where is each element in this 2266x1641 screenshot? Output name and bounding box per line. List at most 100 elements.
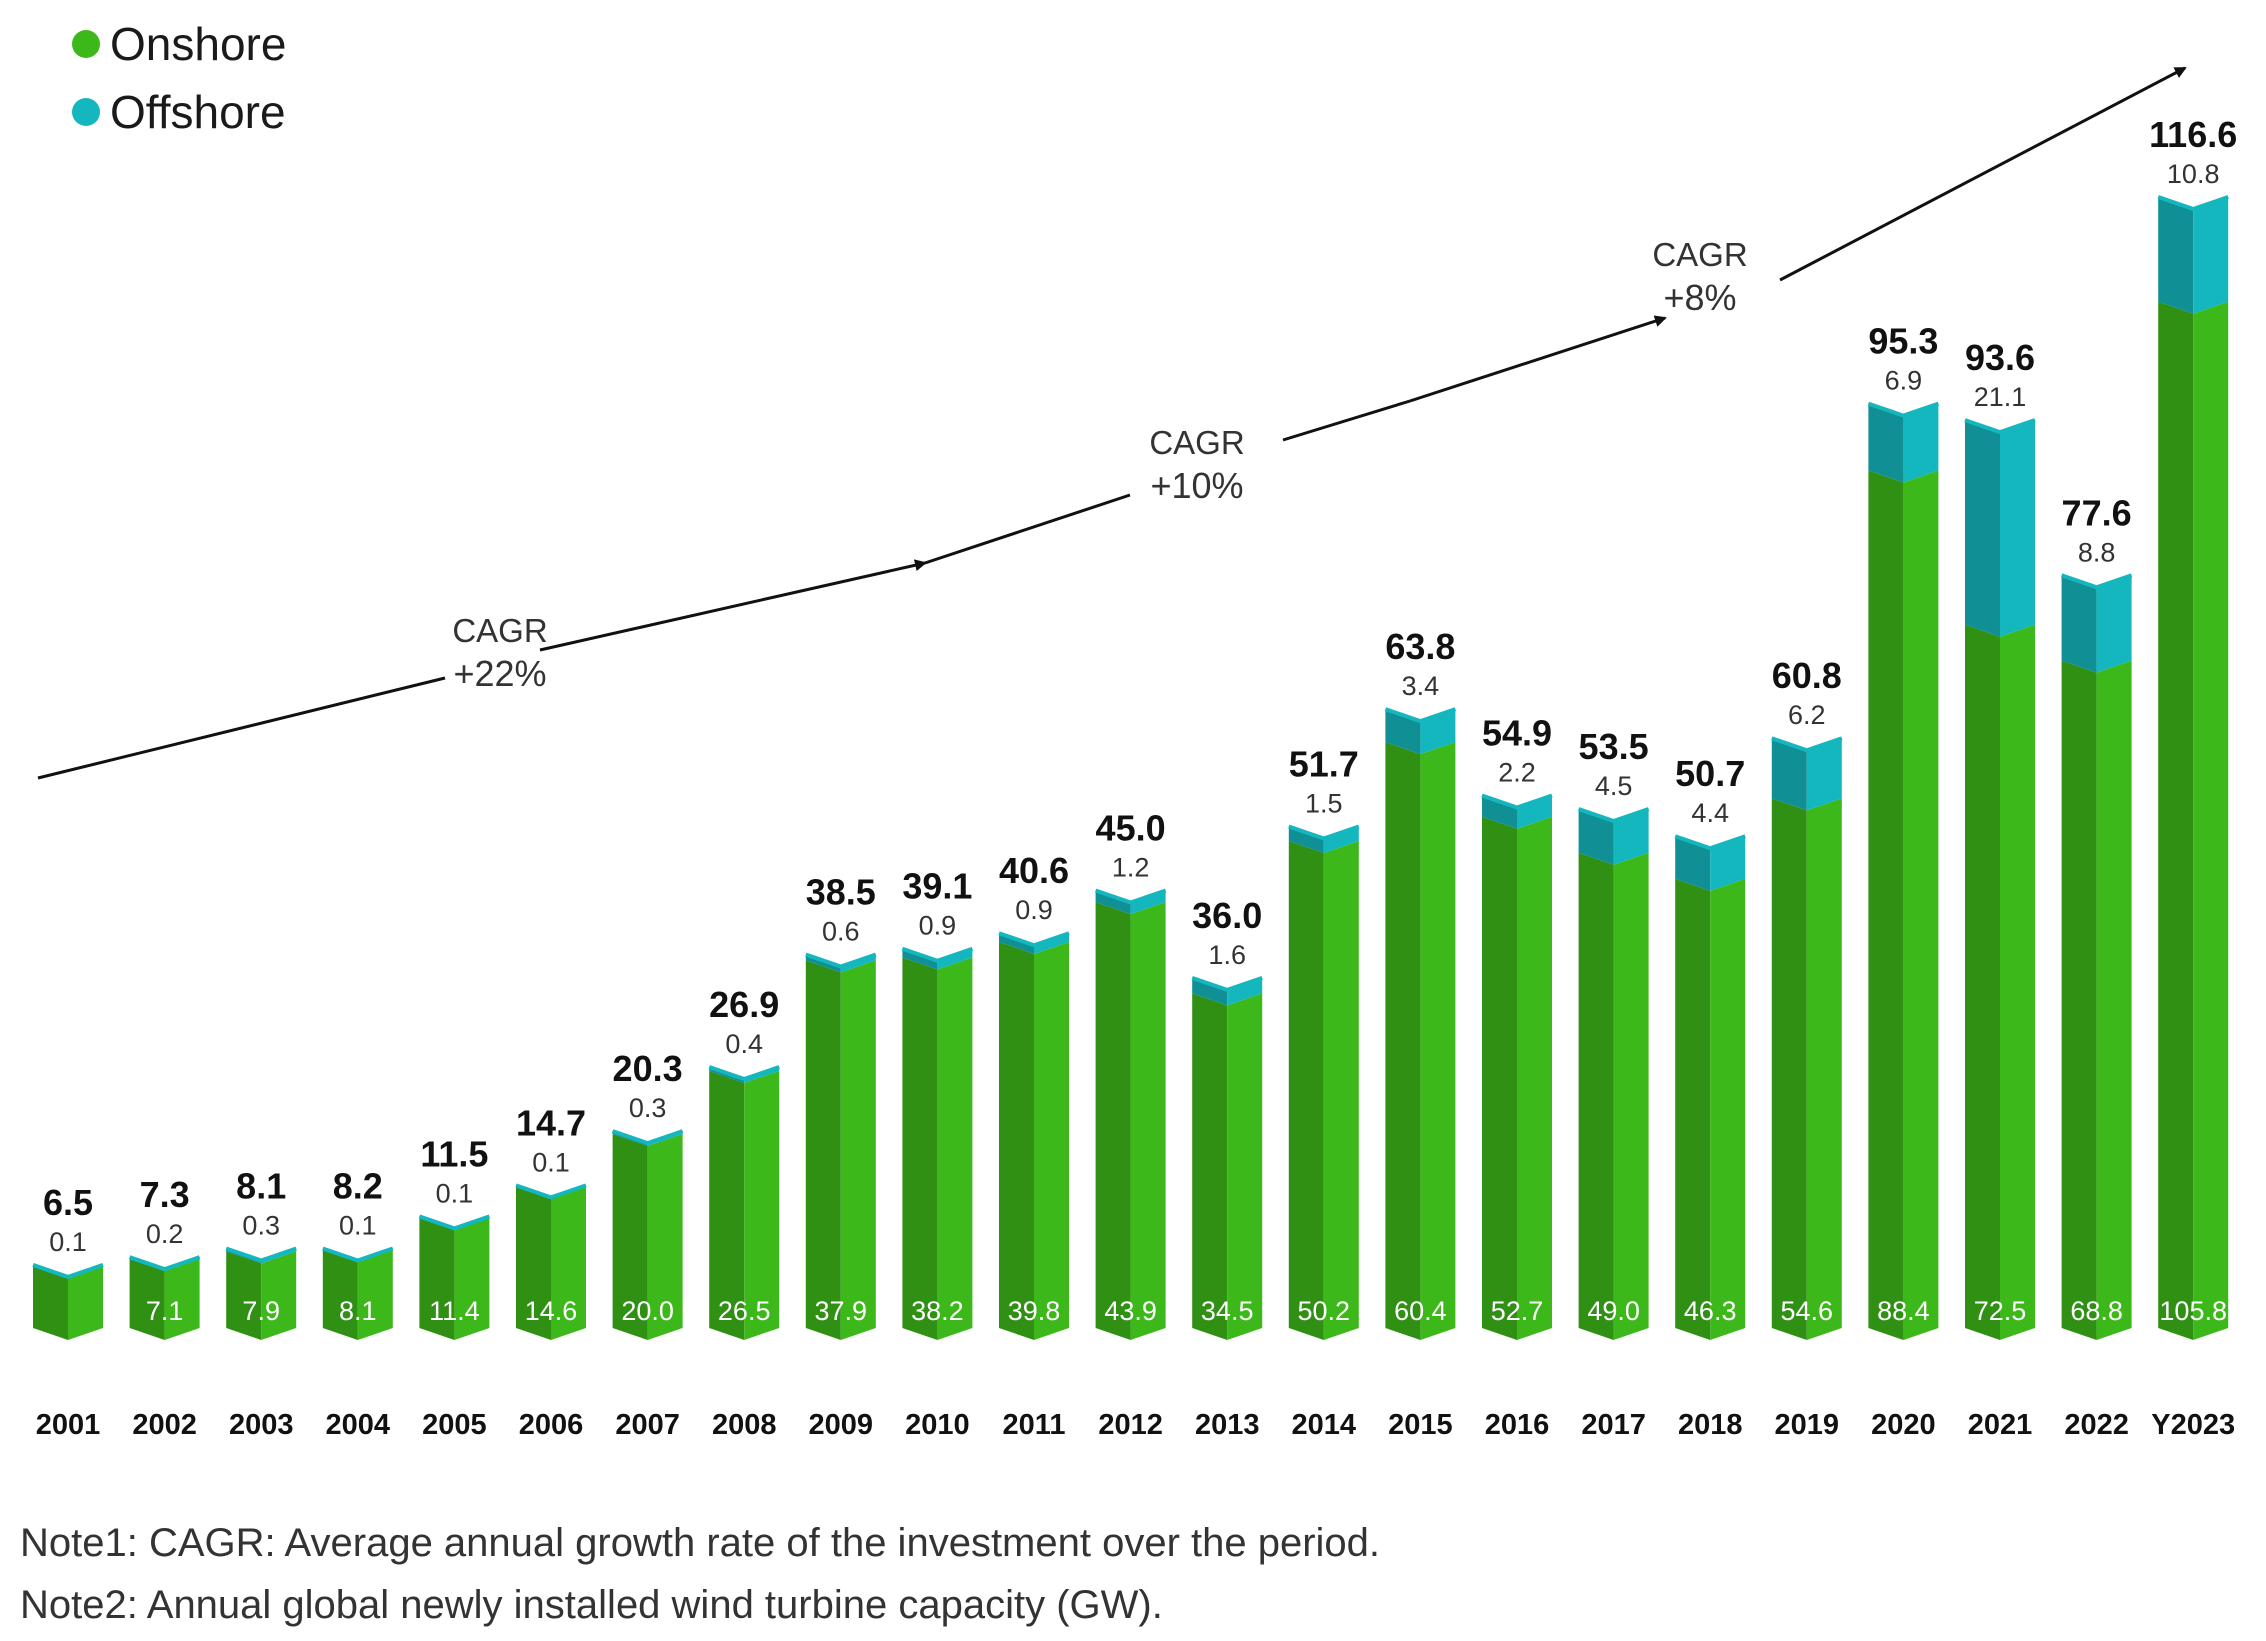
bar-offshore-2021-left-face [1965,420,2000,637]
bar-2010 [901,946,974,1340]
bar-onshore-2017-left-face [1578,852,1614,1340]
offshore-label-2017: 4.5 [1595,771,1633,801]
onshore-label-2006: 14.6 [525,1296,578,1326]
bar-2004 [322,1246,394,1340]
bar-onshore-2001-right-face [68,1265,103,1340]
bar-offshore-2012 [1095,890,1166,915]
bar-2009 [805,952,877,1340]
trend-line-segment-2 [539,559,927,652]
total-label-2007: 20.3 [613,1048,683,1089]
onshore-label-2017: 49.0 [1587,1296,1640,1326]
bar-offshore-2017-left-face [1578,809,1614,865]
bar-cap-2016 [1481,793,1553,810]
bar-onshore-2002 [129,1259,200,1340]
x-tick-label-2005: 2005 [422,1409,487,1441]
onshore-dot-icon [72,30,100,58]
onshore-label-2008: 26.5 [718,1296,771,1326]
offshore-label-2006: 0.1 [532,1147,570,1177]
bar-onshore-2001 [33,1265,103,1340]
bar-offshore-2011-left-face [999,933,1034,954]
x-tick-label-2007: 2007 [615,1409,680,1441]
onshore-label-2018: 46.3 [1684,1296,1737,1326]
bar-cap-Y2023 [2157,195,2229,212]
bar-onshore-2022 [2061,660,2132,1340]
x-tick-label-2001: 2001 [36,1409,101,1441]
x-tick-label-2008: 2008 [712,1409,777,1441]
bar-2016 [1481,793,1553,1340]
bar-offshore-2015 [1385,709,1456,755]
bar-offshore-Y2023 [2158,196,2229,314]
total-label-2005: 11.5 [420,1133,488,1174]
bar-onshore-2009-right-face [840,960,876,1340]
bar-offshore-2013-left-face [1192,977,1228,1006]
offshore-label-Y2023: 10.8 [2167,159,2220,189]
x-tick-label-2013: 2013 [1195,1409,1260,1441]
bar-onshore-2009-left-face [805,960,841,1340]
bar-onshore-2012 [1095,902,1166,1340]
bar-offshore-Y2023-left-face [2158,196,2194,314]
bar-onshore-2005 [419,1217,490,1340]
x-tick-label-2018: 2018 [1678,1409,1743,1441]
bar-onshore-2004-right-face [357,1249,393,1340]
bar-onshore-2013-left-face [1192,993,1228,1340]
bar-2017 [1577,807,1650,1340]
offshore-label-2020: 6.9 [1885,366,1923,396]
x-tick-label-2004: 2004 [326,1409,391,1441]
bar-cap-2015 [1384,707,1457,724]
cagr-value-3: +8% [1663,277,1736,318]
bar-offshore-2020 [1868,403,1939,483]
bar-cap-2018 [1674,834,1746,851]
onshore-label-2009: 37.9 [815,1296,868,1326]
bar-onshore-2016 [1482,816,1552,1340]
onshore-label-2002: 7.1 [146,1296,184,1326]
bar-cap-2009 [805,952,877,969]
bar-cap-2001 [32,1263,104,1280]
bar-offshore-2017-right-face [1613,809,1649,865]
bar-2018 [1674,834,1746,1340]
offshore-label-2007: 0.3 [629,1093,667,1123]
bar-offshore-2011 [999,933,1069,954]
bar-cap-2004 [322,1246,394,1263]
total-label-Y2023: 116.6 [2149,114,2237,155]
bar-onshore-2004 [322,1249,393,1340]
offshore-label-2001: 0.1 [49,1227,87,1257]
bar-onshore-2003-left-face [226,1251,262,1340]
total-label-2006: 14.7 [516,1102,586,1143]
offshore-label-2004: 0.1 [339,1210,377,1240]
onshore-label-2012: 43.9 [1104,1296,1157,1326]
total-label-2021: 93.6 [1965,337,2035,378]
offshore-label-2005: 0.1 [436,1178,474,1208]
offshore-label-2002: 0.2 [146,1219,184,1249]
bar-onshore-2022-left-face [2061,660,2097,1340]
bar-offshore-2010-right-face [937,948,973,970]
x-tick-label-2014: 2014 [1292,1409,1357,1441]
bar-onshore-2002-right-face [164,1259,200,1340]
bar-onshore-2012-left-face [1095,902,1131,1340]
cagr-label-2: CAGR [1149,424,1244,461]
total-label-2018: 50.7 [1675,753,1745,794]
onshore-label-2005: 11.4 [429,1296,480,1326]
bar-onshore-Y2023 [2158,301,2229,1340]
onshore-label-Y2023: 105.8 [2159,1296,2227,1326]
bar-offshore-2021 [1965,420,2035,637]
legend-item-onshore: Onshore [72,10,286,78]
x-tick-label-2002: 2002 [132,1409,197,1441]
onshore-label-2022: 68.8 [2070,1296,2123,1326]
bar-2022 [2060,573,2133,1340]
bar-2006 [515,1183,587,1340]
bar-2001 [32,1263,104,1340]
onshore-label-2019: 54.6 [1781,1296,1834,1326]
bar-onshore-Y2023-left-face [2158,301,2194,1340]
bar-offshore-2014 [1288,826,1359,854]
offshore-label-2013: 1.6 [1208,940,1246,970]
bar-onshore-2005-left-face [419,1217,455,1340]
total-label-2013: 36.0 [1192,895,1262,936]
total-label-2012: 45.0 [1096,808,1166,849]
onshore-label-2007: 20.0 [621,1296,674,1326]
x-tick-label-2022: 2022 [2064,1409,2129,1441]
bar-onshore-2013-right-face [1227,993,1263,1340]
total-label-2016: 54.9 [1482,712,1552,753]
onshore-label-2020: 88.4 [1877,1296,1930,1326]
bar-offshore-2016-left-face [1482,795,1517,829]
